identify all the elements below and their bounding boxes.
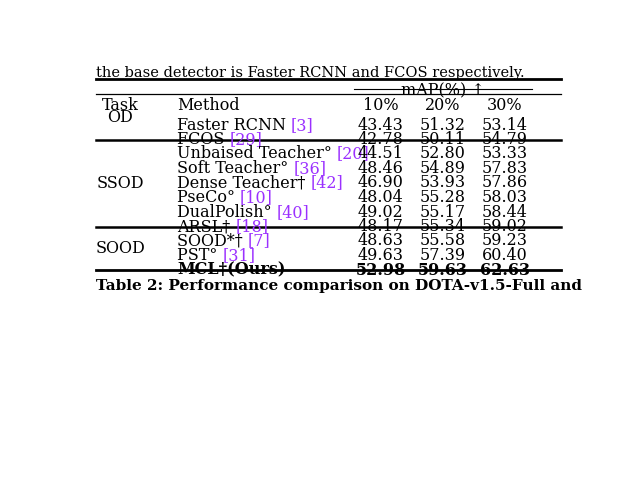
Text: 59.02: 59.02 [482, 219, 527, 236]
Text: [31]: [31] [222, 247, 255, 264]
Text: Soft Teacher°: Soft Teacher° [177, 160, 293, 177]
Text: 58.03: 58.03 [482, 189, 528, 206]
Text: [20]: [20] [337, 145, 370, 162]
Text: 30%: 30% [487, 98, 522, 115]
Text: 58.44: 58.44 [482, 204, 527, 221]
Text: DualPolish°: DualPolish° [177, 204, 276, 221]
Text: [40]: [40] [276, 204, 309, 221]
Text: 20%: 20% [425, 98, 460, 115]
Text: FCOS: FCOS [177, 131, 229, 148]
Text: Faster RCNN: Faster RCNN [177, 117, 291, 134]
Text: 46.90: 46.90 [358, 174, 404, 192]
Text: Unbaised Teacher°: Unbaised Teacher° [177, 145, 337, 162]
Text: 44.51: 44.51 [358, 145, 404, 162]
Text: 55.58: 55.58 [420, 232, 466, 249]
Text: 60.40: 60.40 [482, 247, 527, 264]
Text: 48.63: 48.63 [358, 232, 404, 249]
Text: Table 2: Performance comparison on DOTA-v1.5-Full and: Table 2: Performance comparison on DOTA-… [95, 279, 582, 293]
Text: PST°: PST° [177, 247, 222, 264]
Text: SOOD*†: SOOD*† [177, 232, 248, 249]
Text: 50.11: 50.11 [420, 131, 466, 148]
Text: MCL†(Ours): MCL†(Ours) [177, 261, 285, 278]
Text: Dense Teacher†: Dense Teacher† [177, 174, 310, 192]
Text: 55.17: 55.17 [420, 204, 466, 221]
Text: 48.17: 48.17 [358, 219, 404, 236]
Text: 57.83: 57.83 [482, 160, 528, 177]
Text: 52.80: 52.80 [420, 145, 466, 162]
Text: 51.32: 51.32 [420, 117, 466, 134]
Text: 42.78: 42.78 [358, 131, 404, 148]
Text: 53.33: 53.33 [482, 145, 528, 162]
Text: 59.63: 59.63 [418, 261, 468, 278]
Text: OD: OD [108, 109, 133, 125]
Text: Method: Method [177, 98, 239, 115]
Text: [7]: [7] [248, 232, 271, 249]
Text: [36]: [36] [293, 160, 326, 177]
Text: the base detector is Faster RCNN and FCOS respectively.: the base detector is Faster RCNN and FCO… [95, 66, 524, 80]
Text: 49.63: 49.63 [358, 247, 404, 264]
Text: Task: Task [102, 98, 139, 115]
Text: 52.98: 52.98 [356, 261, 406, 278]
Text: 55.34: 55.34 [420, 219, 466, 236]
Text: [29]: [29] [229, 131, 262, 148]
Text: 43.43: 43.43 [358, 117, 404, 134]
Text: 53.93: 53.93 [420, 174, 466, 192]
Text: ARSL†: ARSL† [177, 219, 236, 236]
Text: [18]: [18] [236, 219, 268, 236]
Text: [42]: [42] [310, 174, 343, 192]
Text: 54.89: 54.89 [420, 160, 466, 177]
Text: [3]: [3] [291, 117, 314, 134]
Text: 53.14: 53.14 [482, 117, 528, 134]
Text: 59.23: 59.23 [482, 232, 528, 249]
Text: 48.04: 48.04 [358, 189, 404, 206]
Text: 48.46: 48.46 [358, 160, 404, 177]
Text: 49.02: 49.02 [358, 204, 404, 221]
Text: 57.39: 57.39 [420, 247, 466, 264]
Text: 10%: 10% [363, 98, 399, 115]
Text: 55.28: 55.28 [420, 189, 466, 206]
Text: mAP(%) ↑: mAP(%) ↑ [401, 83, 484, 100]
Text: PseCo°: PseCo° [177, 189, 240, 206]
Text: [10]: [10] [240, 189, 273, 206]
Text: 57.86: 57.86 [482, 174, 528, 192]
Text: SSOD: SSOD [97, 175, 144, 192]
Text: 62.63: 62.63 [480, 261, 530, 278]
Text: SOOD: SOOD [95, 240, 145, 257]
Text: 54.79: 54.79 [482, 131, 528, 148]
